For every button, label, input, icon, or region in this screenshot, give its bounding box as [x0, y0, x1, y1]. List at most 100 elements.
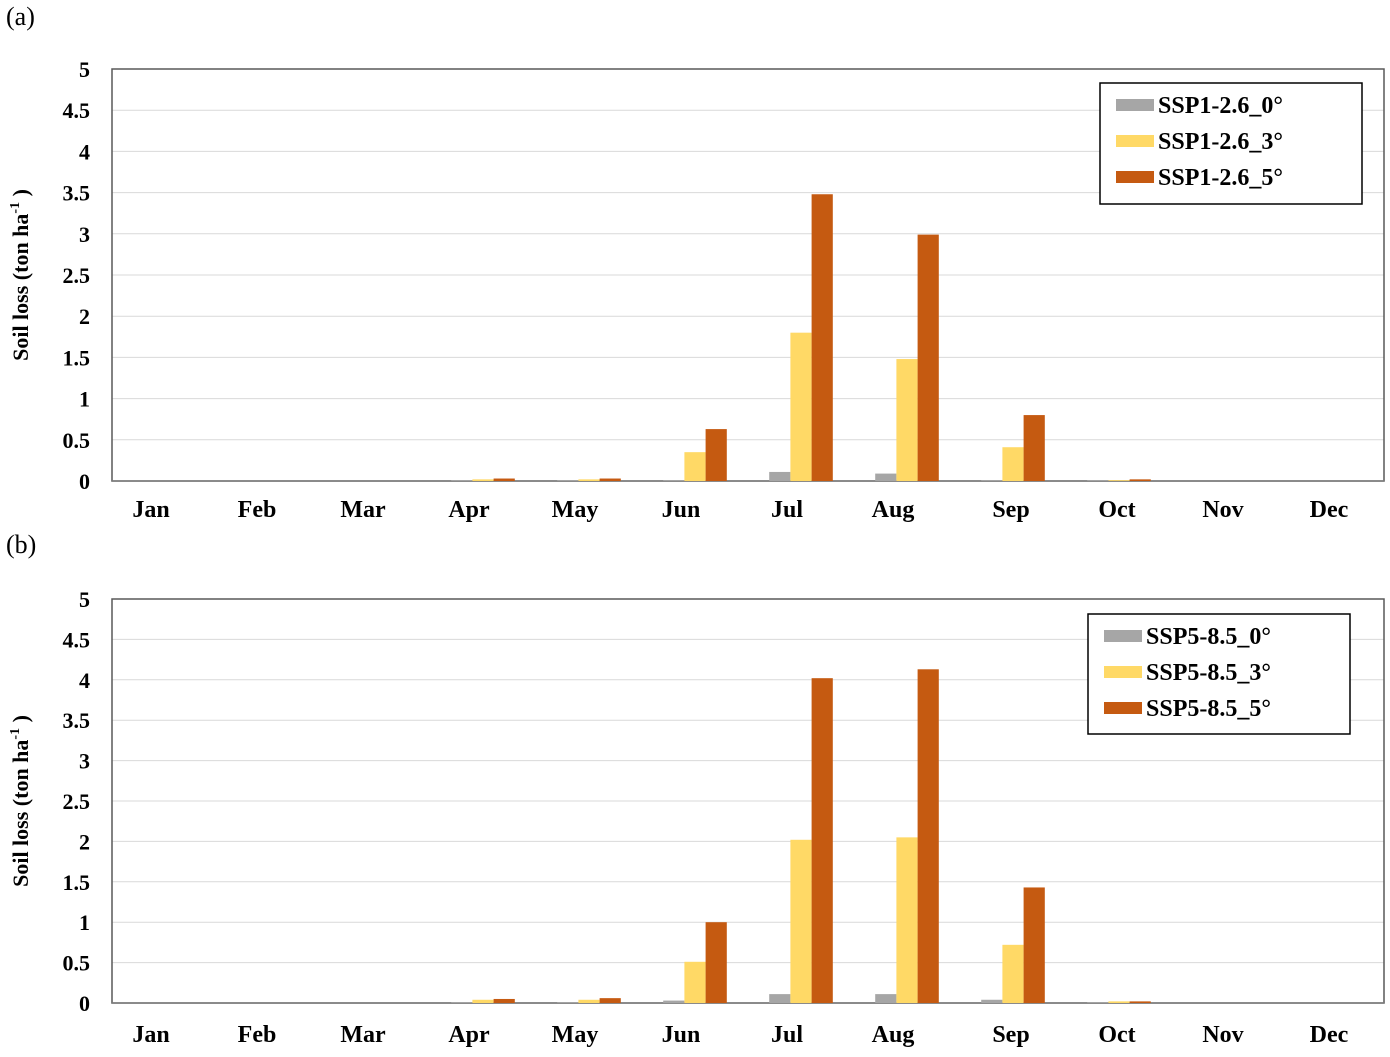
bar: [1023, 415, 1045, 481]
x-category-label: Aug: [872, 1022, 915, 1048]
legend: SSP5-8.5_0° SSP5-8.5_3° SSP5-8.5_5°: [1087, 613, 1351, 735]
y-axis-label: Soil loss (ton ha-1 ): [8, 715, 33, 887]
y-tick-label: 2.5: [63, 263, 91, 288]
y-tick-label: 4.5: [63, 98, 91, 123]
y-axis-label-superscript: -1: [8, 728, 23, 740]
bar: [1129, 1001, 1151, 1003]
y-tick-label: 1: [79, 910, 90, 935]
x-category-label: Feb: [238, 497, 277, 523]
x-category-label: Aug: [872, 497, 915, 523]
x-category-label: Mar: [340, 1022, 386, 1048]
y-axis-label-main: Soil loss (ton ha: [8, 214, 33, 361]
y-tick-label: 0.5: [63, 428, 91, 453]
bar: [578, 999, 600, 1003]
bar: [981, 480, 1003, 481]
bar: [451, 480, 473, 481]
legend-label: SSP5-8.5_0°: [1146, 624, 1271, 650]
y-tick-label: 3.5: [63, 181, 91, 206]
bar: [896, 359, 918, 481]
x-category-label: Nov: [1202, 1022, 1243, 1048]
x-category-label: Nov: [1202, 497, 1243, 523]
bar: [875, 473, 897, 481]
bar: [917, 234, 939, 481]
bar: [451, 1002, 473, 1003]
bar: [1129, 479, 1151, 481]
x-category-label: Oct: [1098, 497, 1135, 523]
y-tick-label: 4: [79, 668, 90, 693]
bar: [811, 678, 833, 1003]
legend-swatch: [1104, 630, 1142, 642]
x-category-label: Jan: [132, 1022, 169, 1048]
x-category-label: Jun: [662, 497, 701, 523]
y-tick-label: 5: [79, 587, 90, 612]
bar: [790, 332, 812, 481]
bar: [1087, 480, 1109, 481]
legend-swatch: [1116, 135, 1154, 147]
legend-swatch: [1116, 99, 1154, 111]
x-category-label: May: [552, 497, 599, 523]
y-tick-label: 2.5: [63, 789, 91, 814]
bar: [663, 480, 685, 481]
y-axis-label-end: ): [8, 189, 33, 202]
x-category-label: Feb: [238, 1022, 277, 1048]
y-tick-label: 2: [79, 829, 90, 854]
x-category-label: Sep: [992, 1022, 1029, 1048]
legend-label: SSP5-8.5_3°: [1146, 660, 1271, 686]
bar: [684, 961, 706, 1003]
y-axis-label-main: Soil loss (ton ha: [8, 740, 33, 887]
x-category-label: Jul: [771, 1022, 803, 1048]
x-category-label: Dec: [1310, 1022, 1349, 1048]
bar: [1087, 1002, 1109, 1003]
y-axis-label-superscript: -1: [8, 202, 23, 214]
y-tick-label: 4.5: [63, 627, 91, 652]
x-category-label: Jan: [132, 497, 169, 523]
y-tick-label: 0: [79, 469, 90, 494]
bar: [769, 994, 791, 1003]
bar: [1108, 1001, 1130, 1003]
bar: [472, 479, 494, 481]
legend-label: SSP1-2.6_0°: [1158, 93, 1283, 119]
x-category-label: Sep: [992, 497, 1029, 523]
bar: [557, 480, 579, 481]
x-category-label: Jul: [771, 497, 803, 523]
legend-swatch: [1104, 702, 1142, 714]
bar: [472, 999, 494, 1003]
y-tick-label: 0: [79, 991, 90, 1016]
bar: [790, 839, 812, 1003]
legend-swatch: [1116, 171, 1154, 183]
panel-label-a: (a): [6, 2, 35, 31]
x-category-label: Jun: [662, 1022, 701, 1048]
y-tick-label: 1.5: [63, 345, 91, 370]
y-tick-label: 1.5: [63, 870, 91, 895]
bar: [811, 194, 833, 482]
panel-label-b: (b): [6, 530, 37, 559]
y-tick-label: 5: [79, 57, 90, 82]
chart-panel-2: 0 0.5 1 1.5 2 2.5 3 3.5 4 4.5 5 Jan Feb Mar Apr May Jun J…: [8, 587, 1385, 1048]
y-tick-label: 3: [79, 222, 90, 247]
legend-label: SSP1-2.6_5°: [1158, 165, 1283, 191]
x-category-label: May: [552, 1022, 599, 1048]
legend-swatch: [1104, 666, 1142, 678]
bar: [663, 1000, 685, 1003]
bar: [1108, 480, 1130, 481]
bar: [1002, 944, 1024, 1003]
y-axis-label: Soil loss (ton ha-1 ): [8, 189, 33, 361]
y-tick-label: 3.5: [63, 708, 91, 733]
bar: [1002, 447, 1024, 481]
x-category-label: Apr: [448, 497, 490, 523]
bar: [599, 478, 621, 481]
y-tick-label: 2: [79, 304, 90, 329]
bar: [684, 452, 706, 481]
x-category-label: Apr: [448, 1022, 490, 1048]
bar: [705, 429, 727, 481]
y-tick-label: 4: [79, 139, 90, 164]
y-tick-label: 0.5: [63, 951, 91, 976]
legend: SSP1-2.6_0° SSP1-2.6_3° SSP1-2.6_5°: [1099, 82, 1363, 205]
legend-label: SSP5-8.5_5°: [1146, 696, 1271, 722]
bar: [493, 478, 515, 481]
bar: [981, 999, 1003, 1003]
x-category-label: Mar: [340, 497, 386, 523]
x-category-label: Dec: [1310, 497, 1349, 523]
bar: [599, 998, 621, 1003]
